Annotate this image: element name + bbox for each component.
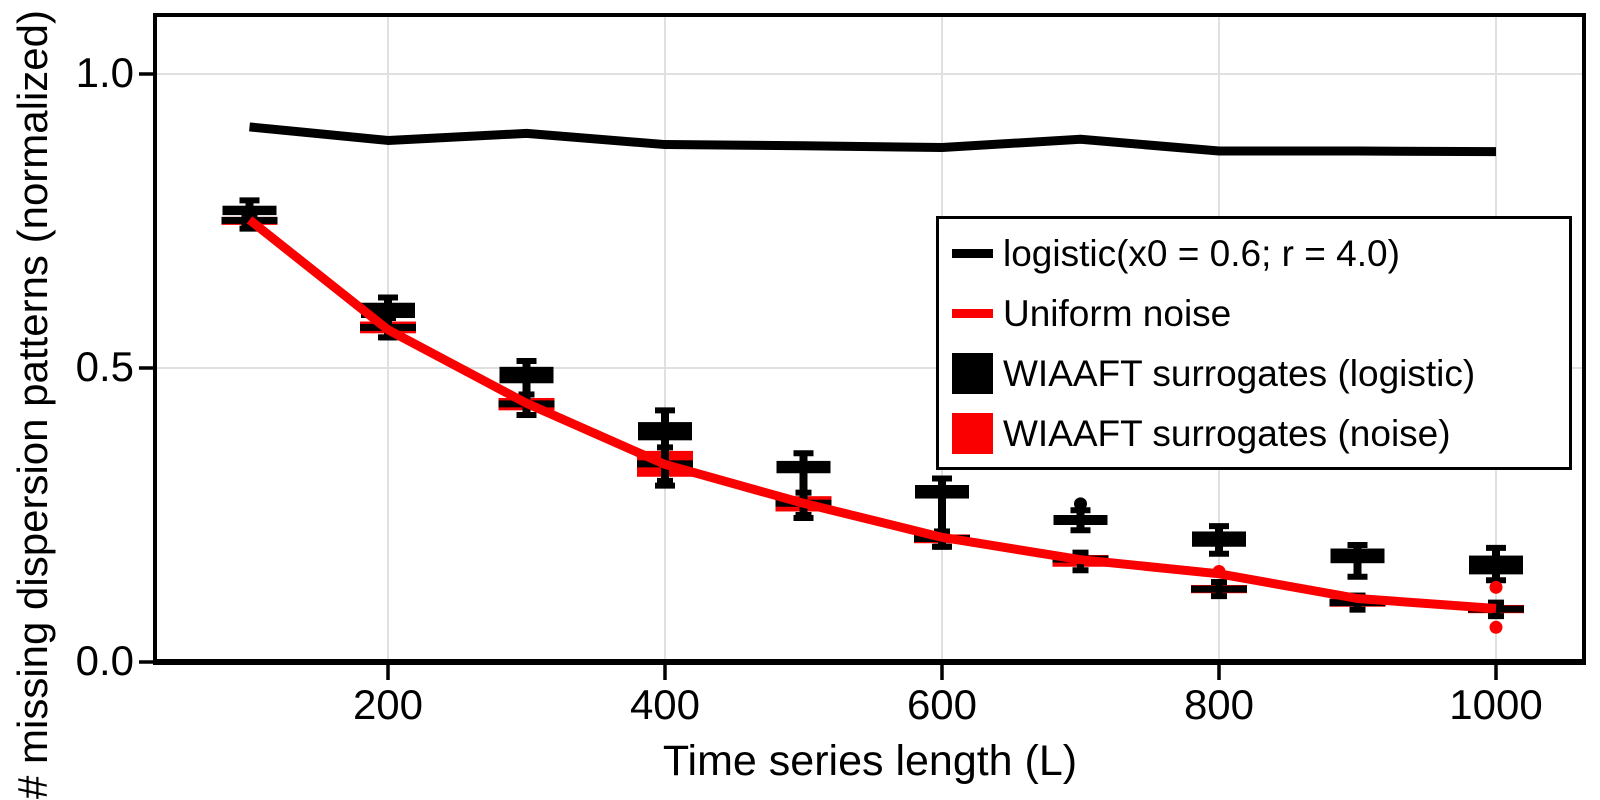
legend: logistic(x0 = 0.6; r = 4.0) Uniform nois… [936, 216, 1572, 470]
y-tick-label-0.0: 0.0 [75, 637, 134, 684]
legend-label: WIAAFT surrogates (logistic) [1003, 352, 1476, 394]
outlier-noise-1000 [1489, 620, 1503, 634]
logistic-line [249, 122, 1497, 157]
y-tick-label-0.5: 0.5 [75, 343, 134, 390]
legend-box-swatch-red [952, 412, 993, 454]
x-axis-label: Time series length (L) [662, 737, 1078, 785]
uniform-noise-line [246, 216, 1497, 613]
median-noise-1000 [1468, 605, 1524, 613]
outlier-noise-1000 [1489, 580, 1503, 594]
legend-line-swatch-red [952, 308, 993, 318]
median-noise-800 [1191, 585, 1247, 593]
legend-line-swatch-black [952, 248, 993, 258]
legend-label: Uniform noise [1003, 292, 1232, 334]
y-tick-label-1.0: 1.0 [75, 49, 134, 96]
legend-item-surrogates-logistic: WIAAFT surrogates (logistic) [939, 345, 1569, 402]
outlier-logistic-700 [1074, 497, 1087, 511]
outlier-noise-800 [1212, 564, 1226, 578]
legend-item-logistic: logistic(x0 = 0.6; r = 4.0) [939, 225, 1569, 282]
x-tick-label-600: 600 [906, 681, 978, 728]
legend-label: logistic(x0 = 0.6; r = 4.0) [1003, 232, 1400, 274]
legend-label: WIAAFT surrogates (noise) [1003, 412, 1451, 454]
x-tick-label-400: 400 [629, 681, 701, 728]
y-axis-label: # missing dispersion patterns (normalize… [9, 10, 56, 799]
x-tick-label-1000: 1000 [1449, 681, 1543, 728]
legend-item-surrogates-noise: WIAAFT surrogates (noise) [939, 405, 1569, 462]
legend-item-uniform-noise: Uniform noise [939, 285, 1569, 342]
x-tick-label-800: 800 [1183, 681, 1255, 728]
legend-box-swatch-black [952, 352, 993, 394]
x-tick-label-200: 200 [352, 681, 424, 728]
